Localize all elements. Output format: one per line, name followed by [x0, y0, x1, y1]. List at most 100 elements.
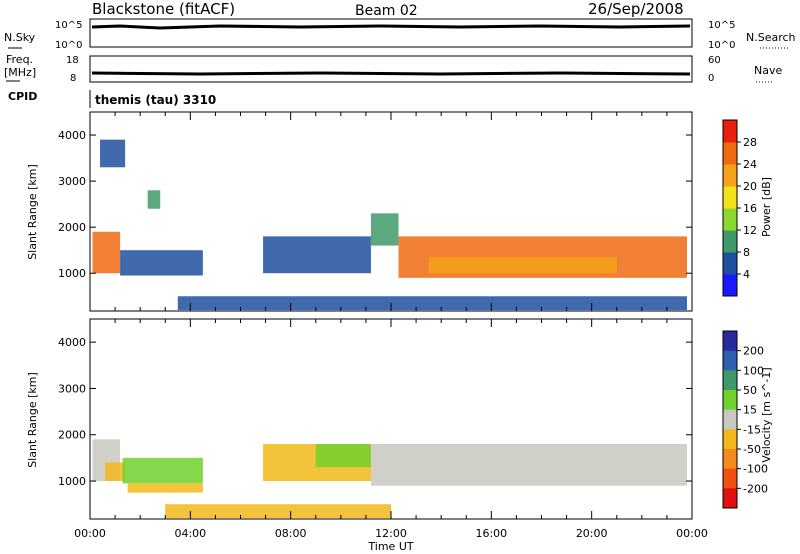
- freq-unit: [MHz]: [4, 66, 36, 79]
- freq-line: [91, 71, 691, 76]
- colorbar-tick-label-0: 4: [743, 268, 750, 281]
- colorbar-segment-7: [723, 120, 737, 143]
- data-region-0: [92, 231, 121, 274]
- y-tick-label-1: 2000: [58, 221, 86, 234]
- colorbar-segment-5: [723, 164, 737, 187]
- y-tick-label-3: 4000: [58, 129, 86, 142]
- colorbar-tick-label-7: -200: [743, 482, 768, 495]
- x-axis-title: Time UT: [367, 540, 413, 553]
- nsearch-tick-top: 10^5: [708, 20, 735, 31]
- x-tick-label-4: 16:00: [475, 527, 507, 540]
- colorbar-tick-label-0: 200: [743, 345, 764, 358]
- y-tick-label-0: 1000: [58, 475, 86, 488]
- colorbar-segment-5: [723, 429, 737, 450]
- colorbar-tick-label-3: 15: [743, 404, 757, 417]
- nave-tick-top: 60: [708, 55, 721, 66]
- freq-panel: [89, 55, 693, 83]
- colorbar-segment-2: [723, 230, 737, 253]
- data-region-1: [105, 462, 126, 482]
- colorbar-segment-3: [723, 208, 737, 231]
- velocity-colorbar-label: Velocity [m s^-1]: [760, 367, 773, 462]
- colorbar-frame: [722, 330, 738, 509]
- data-region-2: [122, 457, 203, 484]
- colorbar-tick-label-2: 12: [743, 224, 757, 237]
- colorbar-segment-6: [723, 142, 737, 165]
- power-y-ticks: 1000 2000 3000 4000: [58, 129, 692, 280]
- data-region-4: [263, 236, 371, 274]
- colorbar-segment-1: [723, 350, 737, 371]
- colorbar-segment-6: [723, 449, 737, 470]
- y-tick-label-0: 1000: [58, 267, 86, 280]
- colorbar-tick-label-5: -50: [743, 443, 761, 456]
- x-tick-label-5: 20:00: [576, 527, 608, 540]
- colorbar-segment-8: [723, 488, 737, 509]
- velocity-colorbar: 200 100 50 15 -15 -50 -100 -200: [722, 330, 768, 509]
- cpid-value: themis (tau) 3310: [95, 93, 216, 107]
- power-colorbar-label: Power [dB]: [760, 177, 773, 237]
- colorbar-segment-0: [723, 331, 737, 352]
- data-region-6: [370, 444, 687, 486]
- nsky-trace: [91, 24, 691, 30]
- freq-tick-bottom: 8: [70, 73, 76, 84]
- data-region-8: [177, 296, 687, 311]
- power-plot-frame: [89, 111, 693, 312]
- colorbar-tick-label-6: -100: [743, 463, 768, 476]
- colorbar-tick-label-6: 28: [743, 136, 757, 149]
- data-region-5: [315, 444, 371, 468]
- nsky-line: [91, 24, 691, 30]
- x-tick-label-3: 12:00: [375, 527, 407, 540]
- power-scatter-regions: [92, 139, 687, 311]
- nsky-label: N.Sky: [4, 31, 36, 44]
- beam-title: Beam 02: [355, 3, 418, 19]
- x-tick-label-2: 08:00: [275, 527, 307, 540]
- colorbar-segment-2: [723, 370, 737, 391]
- x-tick-label-6: 00:00: [676, 527, 708, 540]
- station-title: Blackstone (fitACF): [92, 0, 235, 18]
- data-region-3: [147, 190, 161, 209]
- power-x-ticks: [114, 112, 668, 311]
- velocity-y-label: Slant Range [km]: [26, 372, 39, 468]
- data-region-5: [370, 213, 399, 246]
- y-tick-label-2: 3000: [58, 175, 86, 188]
- freq-tick-top: 18: [66, 55, 79, 66]
- velocity-scatter-regions: [92, 439, 687, 519]
- data-region-7: [428, 257, 617, 274]
- colorbar-tick-label-4: 20: [743, 180, 757, 193]
- colorbar-segment-4: [723, 409, 737, 430]
- nave-tick-bottom: 0: [708, 73, 714, 84]
- nsky-tick-bottom: 10^0: [55, 40, 82, 51]
- y-tick-label-3: 4000: [58, 336, 86, 349]
- freq-trace: [91, 71, 691, 76]
- date-title: 26/Sep/2008: [588, 0, 684, 18]
- colorbar-segment-0: [723, 274, 737, 297]
- power-y-label: Slant Range [km]: [26, 164, 39, 260]
- colorbar-segment-1: [723, 252, 737, 275]
- nsearch-tick-bottom: 10^0: [708, 40, 735, 51]
- velocity-y-ticks: 1000 2000 3000 4000: [58, 336, 692, 488]
- colorbar-segment-3: [723, 390, 737, 411]
- colorbar-segment-4: [723, 186, 737, 209]
- data-region-1: [120, 250, 203, 276]
- data-region-2: [100, 139, 126, 168]
- velocity-panel: 1000 2000 3000 4000 Slant Range [km] 200 100…: [26, 318, 773, 520]
- power-panel: 1000 2000 3000 4000 Slant Range [km] 4 8 12 16…: [26, 111, 773, 312]
- nsky-panel: [89, 18, 693, 48]
- colorbar-tick-label-3: 16: [743, 202, 757, 215]
- colorbar-tick-label-2: 50: [743, 384, 757, 397]
- nave-label: Nave: [754, 64, 782, 77]
- data-region-3: [127, 483, 203, 493]
- y-tick-label-1: 2000: [58, 429, 86, 442]
- velocity-x-ticks: [114, 319, 668, 519]
- colorbar-tick-label-5: 24: [743, 158, 757, 171]
- freq-label: Freq.: [6, 53, 33, 66]
- x-tick-label-0: 00:00: [74, 527, 106, 540]
- data-region-7: [165, 504, 391, 519]
- cpid-label: CPID: [8, 90, 37, 103]
- power-colorbar: 4 8 12 16 20 24 28: [722, 119, 757, 297]
- colorbar-tick-label-1: 8: [743, 246, 750, 259]
- x-tick-labels: 00:00 04:00 08:00 12:00 16:00 20:00 00:00: [74, 527, 708, 540]
- colorbar-tick-label-1: 100: [743, 364, 764, 377]
- colorbar-segment-7: [723, 468, 737, 489]
- nsky-tick-top: 10^5: [55, 20, 82, 31]
